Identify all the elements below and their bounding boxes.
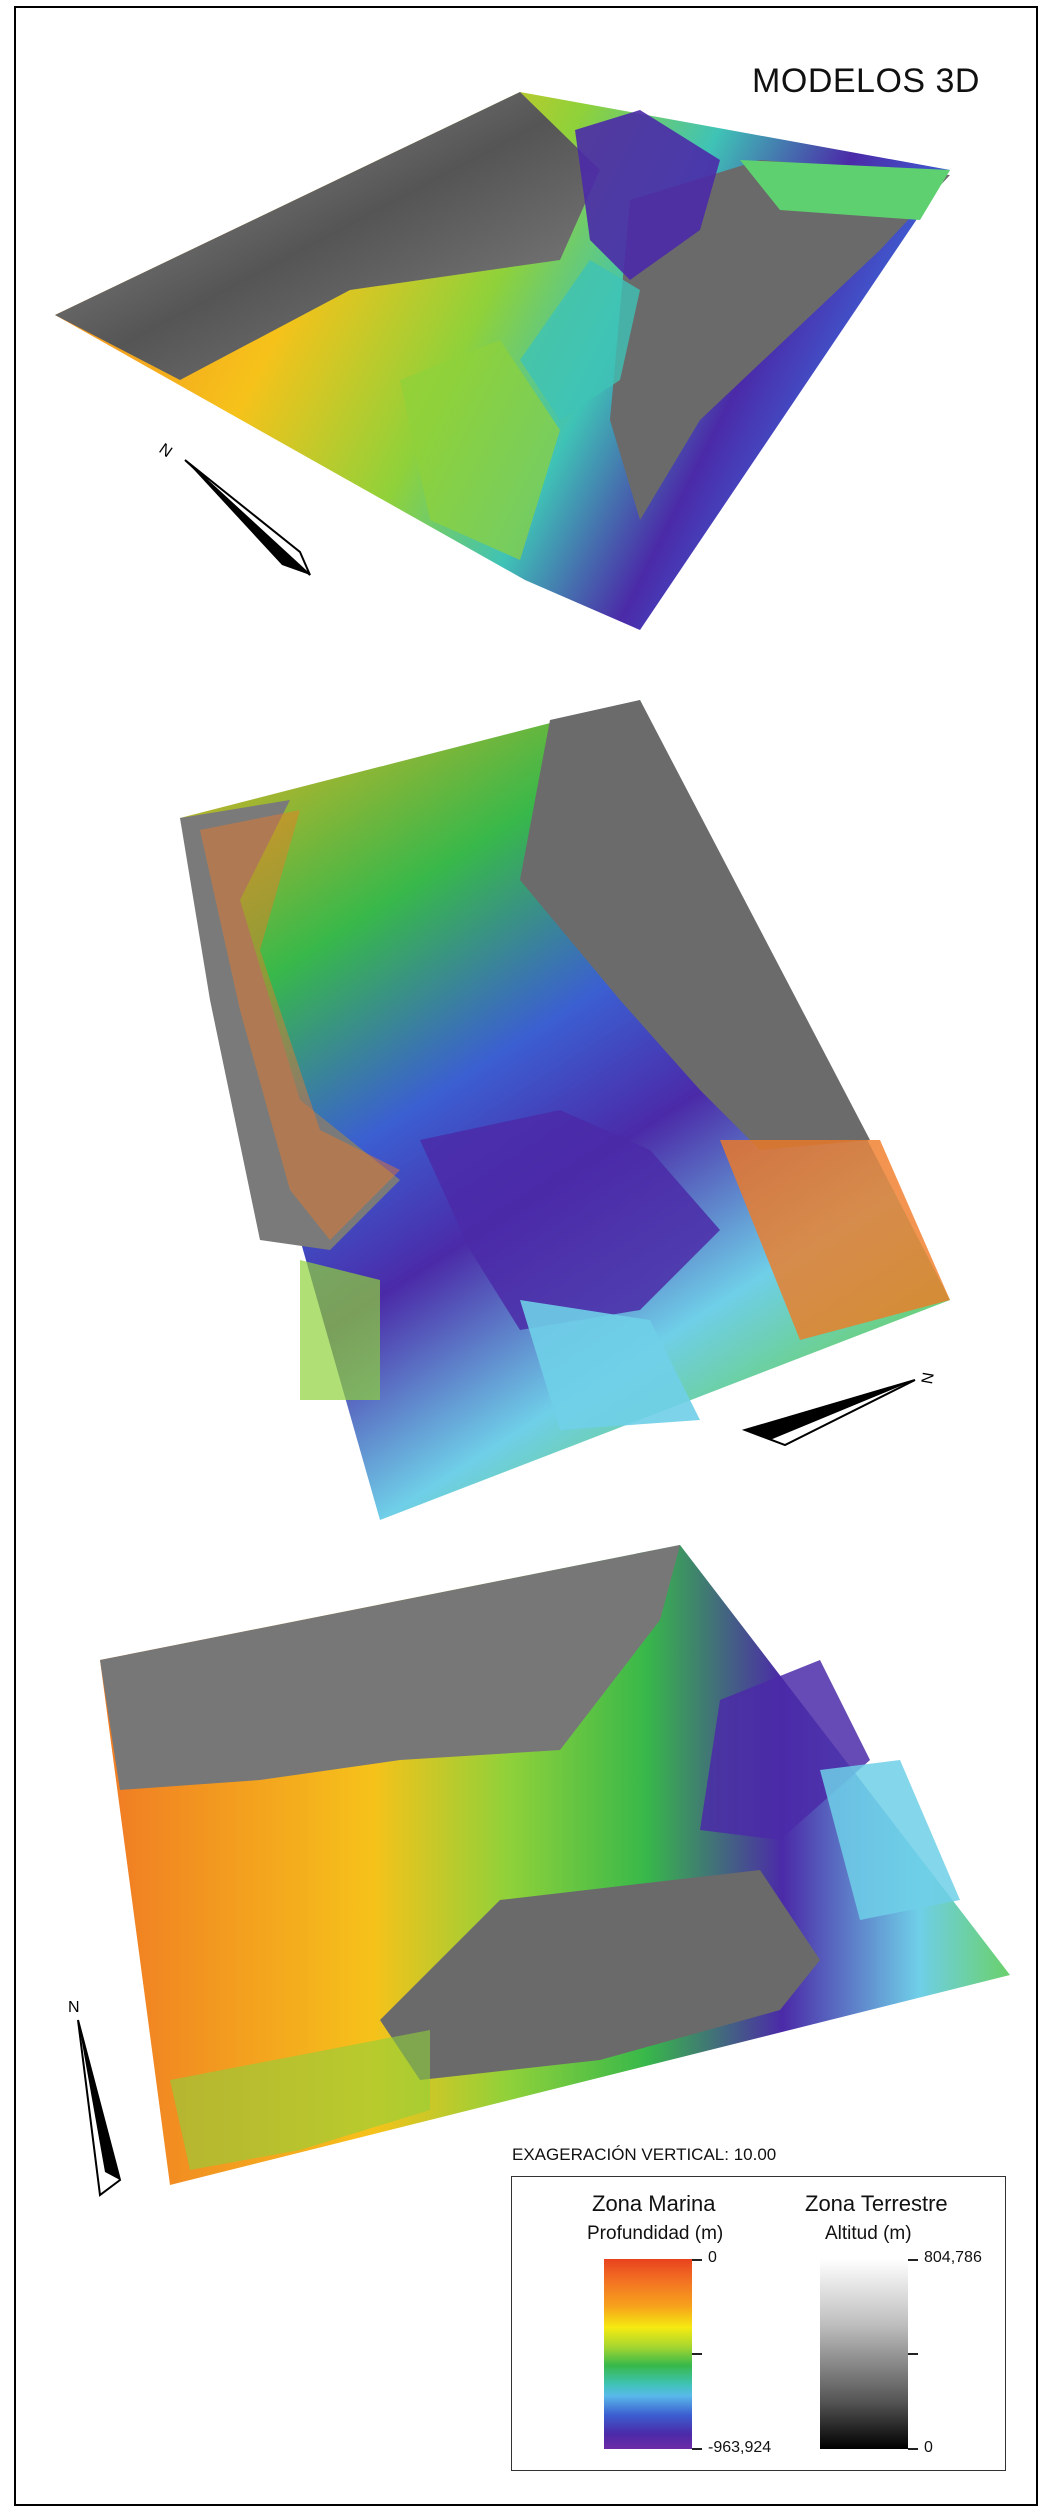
legend-land-subtitle: Altitud (m) [825, 2223, 912, 2245]
legend-marine-title: Zona Marina [592, 2191, 716, 2217]
altitude-tick-bottom [908, 2448, 918, 2450]
depth-tick-mid [692, 2353, 702, 2355]
altitude-tick-top [908, 2259, 918, 2261]
depth-tick-top [692, 2259, 702, 2261]
north-label-3: N [68, 1999, 80, 2016]
legend-marine-subtitle: Profundidad (m) [587, 2223, 723, 2245]
depth-color-ramp [604, 2259, 692, 2449]
legend-land-title: Zona Terrestre [805, 2191, 948, 2217]
depth-max-label: 0 [708, 2249, 717, 2267]
depth-min-label: -963,924 [708, 2439, 771, 2457]
altitude-min-label: 0 [924, 2439, 933, 2457]
vertical-exaggeration-label: EXAGERACIÓN VERTICAL: 10.00 [512, 2145, 776, 2165]
depth-tick-bottom [692, 2448, 702, 2450]
altitude-color-ramp [820, 2259, 908, 2449]
altitude-tick-mid [908, 2353, 918, 2355]
altitude-max-label: 804,786 [924, 2249, 982, 2267]
legend-box: Zona Marina Profundidad (m) 0 -963,924 Z… [511, 2176, 1006, 2471]
